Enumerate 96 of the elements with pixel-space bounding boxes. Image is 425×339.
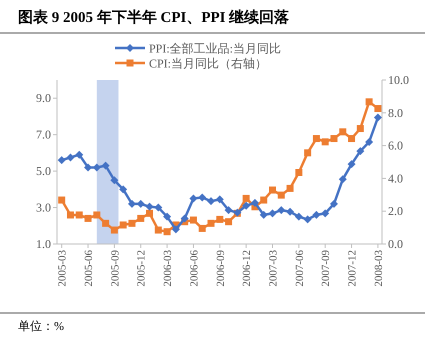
- text: 单位：%: [18, 319, 64, 333]
- x-tick-label: 2005-06: [83, 250, 96, 287]
- point: [110, 226, 118, 234]
- point: [58, 156, 66, 164]
- x-tick-label: 2005-09: [109, 250, 122, 287]
- x-tick-label: 2006-12: [241, 250, 254, 287]
- point: [189, 194, 198, 202]
- point: [268, 186, 276, 194]
- point: [164, 228, 171, 236]
- point: [338, 175, 347, 184]
- point: [92, 163, 101, 172]
- y2-tick-label: 4.0: [388, 171, 403, 186]
- y2-tick-label: 6.0: [388, 138, 403, 153]
- y-tick-label: 5.0: [36, 164, 51, 178]
- point: [110, 176, 118, 184]
- point: [120, 221, 127, 228]
- point: [66, 211, 74, 218]
- point: [154, 204, 162, 212]
- point: [295, 168, 302, 176]
- point: [322, 138, 329, 146]
- x-tick-label: 2007-09: [320, 250, 332, 287]
- point: [102, 162, 110, 170]
- point: [163, 212, 172, 221]
- point: [216, 216, 224, 223]
- point: [137, 214, 144, 222]
- point: [146, 210, 154, 217]
- point: [260, 210, 268, 219]
- y2-tick-label: 0.0: [388, 237, 403, 251]
- point: [102, 220, 110, 227]
- point: [304, 215, 312, 224]
- point: [286, 208, 294, 216]
- point: [286, 184, 294, 192]
- point: [304, 149, 312, 156]
- chart-title: 图表 9 2005 年下半年 CPI、PPI 继续回落: [18, 9, 290, 26]
- x-tick-label: 2005-12: [136, 250, 148, 287]
- point: [374, 105, 382, 112]
- x-tick-label: 2007-06: [294, 250, 306, 287]
- x-tick-label: 2007-12: [346, 250, 359, 287]
- point: [58, 196, 66, 204]
- point: [146, 202, 154, 211]
- point: [277, 206, 286, 214]
- point: [93, 211, 100, 218]
- point: [136, 200, 145, 208]
- point: [154, 226, 162, 234]
- point: [348, 160, 356, 168]
- point: [321, 209, 330, 218]
- point: [250, 198, 259, 207]
- point: [207, 197, 216, 206]
- point: [128, 200, 136, 208]
- point: [294, 212, 303, 221]
- point: [312, 210, 320, 219]
- point: [242, 202, 250, 210]
- point: [330, 200, 338, 208]
- point: [356, 147, 364, 156]
- point: [224, 206, 233, 214]
- x-tick-label: 2006-09: [214, 250, 227, 287]
- point: [330, 135, 338, 142]
- x-tick-label: 2005-03: [56, 250, 69, 287]
- point: [180, 214, 189, 222]
- x-tick-label: 2006-03: [162, 250, 174, 287]
- point: [66, 153, 74, 162]
- point: [172, 225, 180, 234]
- y2-tick-label: 2.0: [388, 204, 403, 218]
- point: [339, 128, 346, 136]
- y-tick-label: 7.0: [36, 128, 51, 142]
- y-tick-label: 3.0: [36, 200, 51, 215]
- point: [216, 195, 224, 204]
- legend-label: PPI:全部工业品:当月同比: [149, 42, 282, 56]
- point: [312, 135, 320, 142]
- x-tick-label: 2008-03: [372, 250, 385, 287]
- x-tick-label: 2007-03: [267, 250, 280, 287]
- point: [76, 211, 83, 218]
- point: [190, 216, 197, 224]
- point: [208, 220, 215, 227]
- point: [128, 220, 136, 227]
- point: [348, 135, 356, 142]
- point: [119, 185, 128, 194]
- y-tick-label: 1.0: [36, 237, 51, 251]
- point: [242, 194, 250, 202]
- point: [84, 214, 92, 222]
- point: [75, 150, 84, 159]
- legend-label: CPI:当月同比（右轴）: [149, 56, 268, 70]
- x-tick-label: 2006-06: [188, 250, 200, 287]
- point: [374, 114, 382, 122]
- point: [198, 224, 206, 232]
- point: [260, 196, 268, 204]
- point: [198, 194, 206, 202]
- point: [366, 98, 373, 106]
- y2-tick-label: 10.0: [388, 73, 409, 87]
- point: [268, 209, 276, 218]
- y2-tick-label: 8.0: [388, 106, 403, 120]
- point: [365, 138, 374, 146]
- point: [356, 125, 364, 132]
- point: [225, 218, 232, 226]
- point: [278, 192, 285, 199]
- y-tick-label: 9.0: [36, 91, 51, 106]
